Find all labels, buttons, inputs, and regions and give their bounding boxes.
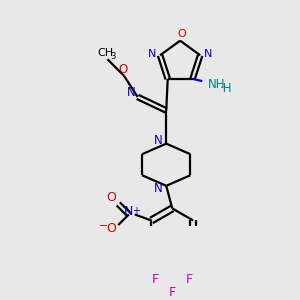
Text: N: N [124, 205, 134, 218]
Text: N: N [154, 134, 163, 147]
Text: N: N [204, 49, 213, 59]
Text: N: N [127, 86, 136, 99]
Text: O: O [106, 191, 116, 204]
Text: NH: NH [208, 78, 225, 91]
Text: +: + [132, 206, 140, 216]
Text: O: O [177, 29, 186, 39]
Text: O: O [118, 63, 127, 76]
Text: O: O [106, 221, 116, 235]
Text: ·H: ·H [219, 82, 232, 95]
Text: 3: 3 [110, 52, 116, 62]
Text: N: N [154, 182, 163, 195]
Text: N: N [148, 49, 156, 59]
Text: F: F [169, 286, 176, 298]
Text: −: − [98, 221, 108, 232]
Text: F: F [185, 273, 192, 286]
Text: F: F [152, 273, 159, 286]
Text: CH: CH [97, 48, 113, 58]
